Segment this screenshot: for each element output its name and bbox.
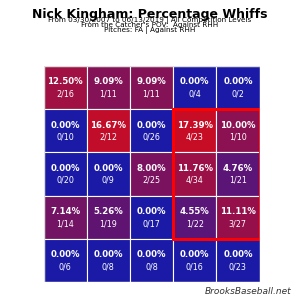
- Text: 0.00%: 0.00%: [137, 121, 166, 130]
- Text: 0.00%: 0.00%: [50, 250, 80, 259]
- Text: 2/12: 2/12: [99, 133, 117, 142]
- Text: Nick Kingham: Percentage Whiffs: Nick Kingham: Percentage Whiffs: [32, 8, 268, 21]
- Text: 0.00%: 0.00%: [180, 250, 209, 259]
- Text: 11.76%: 11.76%: [177, 164, 213, 173]
- Text: 17.39%: 17.39%: [177, 121, 213, 130]
- Text: 0/8: 0/8: [102, 262, 115, 272]
- Bar: [173, 109, 260, 239]
- Text: 4.55%: 4.55%: [180, 207, 210, 216]
- Bar: [216, 239, 260, 282]
- Text: 0/10: 0/10: [56, 133, 74, 142]
- Text: 0/26: 0/26: [142, 133, 160, 142]
- Text: 0.00%: 0.00%: [223, 77, 253, 86]
- Bar: [130, 239, 173, 282]
- Text: 0.00%: 0.00%: [137, 207, 166, 216]
- Text: 0.00%: 0.00%: [137, 250, 166, 259]
- Text: 0.00%: 0.00%: [180, 77, 209, 86]
- Text: 9.09%: 9.09%: [136, 77, 166, 86]
- Bar: [87, 66, 130, 109]
- Text: From 03/30/2007 to 06/13/2019 | All Competition Levels: From 03/30/2007 to 06/13/2019 | All Comp…: [48, 16, 252, 23]
- Text: 0/20: 0/20: [56, 176, 74, 185]
- Text: BrooksBaseball.net: BrooksBaseball.net: [204, 287, 291, 296]
- Text: 1/19: 1/19: [99, 219, 117, 228]
- Bar: [173, 196, 216, 239]
- Bar: [87, 196, 130, 239]
- Text: 0/23: 0/23: [229, 262, 247, 272]
- Bar: [173, 152, 216, 196]
- Bar: [130, 109, 173, 152]
- Bar: [87, 152, 130, 196]
- Text: 4.76%: 4.76%: [223, 164, 253, 173]
- Text: 0/6: 0/6: [59, 262, 71, 272]
- Text: 2/16: 2/16: [56, 90, 74, 99]
- Text: 16.67%: 16.67%: [90, 121, 126, 130]
- Bar: [216, 66, 260, 109]
- Text: 1/21: 1/21: [229, 176, 247, 185]
- Text: 0.00%: 0.00%: [94, 164, 123, 173]
- Text: 0.00%: 0.00%: [50, 121, 80, 130]
- Text: 12.50%: 12.50%: [47, 77, 83, 86]
- Text: 1/11: 1/11: [142, 90, 160, 99]
- Text: 1/14: 1/14: [56, 219, 74, 228]
- Bar: [216, 152, 260, 196]
- Bar: [173, 239, 216, 282]
- Text: 0/17: 0/17: [142, 219, 160, 228]
- Bar: [44, 109, 87, 152]
- Text: 11.11%: 11.11%: [220, 207, 256, 216]
- Text: 0.00%: 0.00%: [94, 250, 123, 259]
- Text: 0/2: 0/2: [232, 90, 244, 99]
- Bar: [44, 239, 87, 282]
- Text: 7.14%: 7.14%: [50, 207, 80, 216]
- Text: 8.00%: 8.00%: [137, 164, 166, 173]
- Text: 1/10: 1/10: [229, 133, 247, 142]
- Text: 0.00%: 0.00%: [50, 164, 80, 173]
- Bar: [173, 66, 216, 109]
- Bar: [87, 109, 130, 152]
- Bar: [216, 196, 260, 239]
- Text: 1/22: 1/22: [186, 219, 204, 228]
- Text: 4/34: 4/34: [186, 176, 204, 185]
- Text: 9.09%: 9.09%: [93, 77, 123, 86]
- Text: 4/23: 4/23: [186, 133, 204, 142]
- Text: 0/4: 0/4: [188, 90, 201, 99]
- Bar: [130, 196, 173, 239]
- Bar: [44, 66, 87, 109]
- Text: Pitches: FA | Against RHH: Pitches: FA | Against RHH: [104, 27, 196, 34]
- Text: 0/8: 0/8: [145, 262, 158, 272]
- Text: 0/9: 0/9: [102, 176, 115, 185]
- Bar: [216, 109, 260, 152]
- Text: 3/27: 3/27: [229, 219, 247, 228]
- Text: 1/11: 1/11: [99, 90, 117, 99]
- Bar: [130, 152, 173, 196]
- Bar: [173, 109, 216, 152]
- Bar: [44, 196, 87, 239]
- Bar: [87, 239, 130, 282]
- Bar: [130, 66, 173, 109]
- Bar: [44, 152, 87, 196]
- Text: 0/16: 0/16: [186, 262, 204, 272]
- Text: 10.00%: 10.00%: [220, 121, 256, 130]
- Text: 0.00%: 0.00%: [223, 250, 253, 259]
- Text: 2/25: 2/25: [142, 176, 160, 185]
- Text: From the Catcher's POV:  Against RHH: From the Catcher's POV: Against RHH: [81, 22, 219, 28]
- Text: 5.26%: 5.26%: [93, 207, 123, 216]
